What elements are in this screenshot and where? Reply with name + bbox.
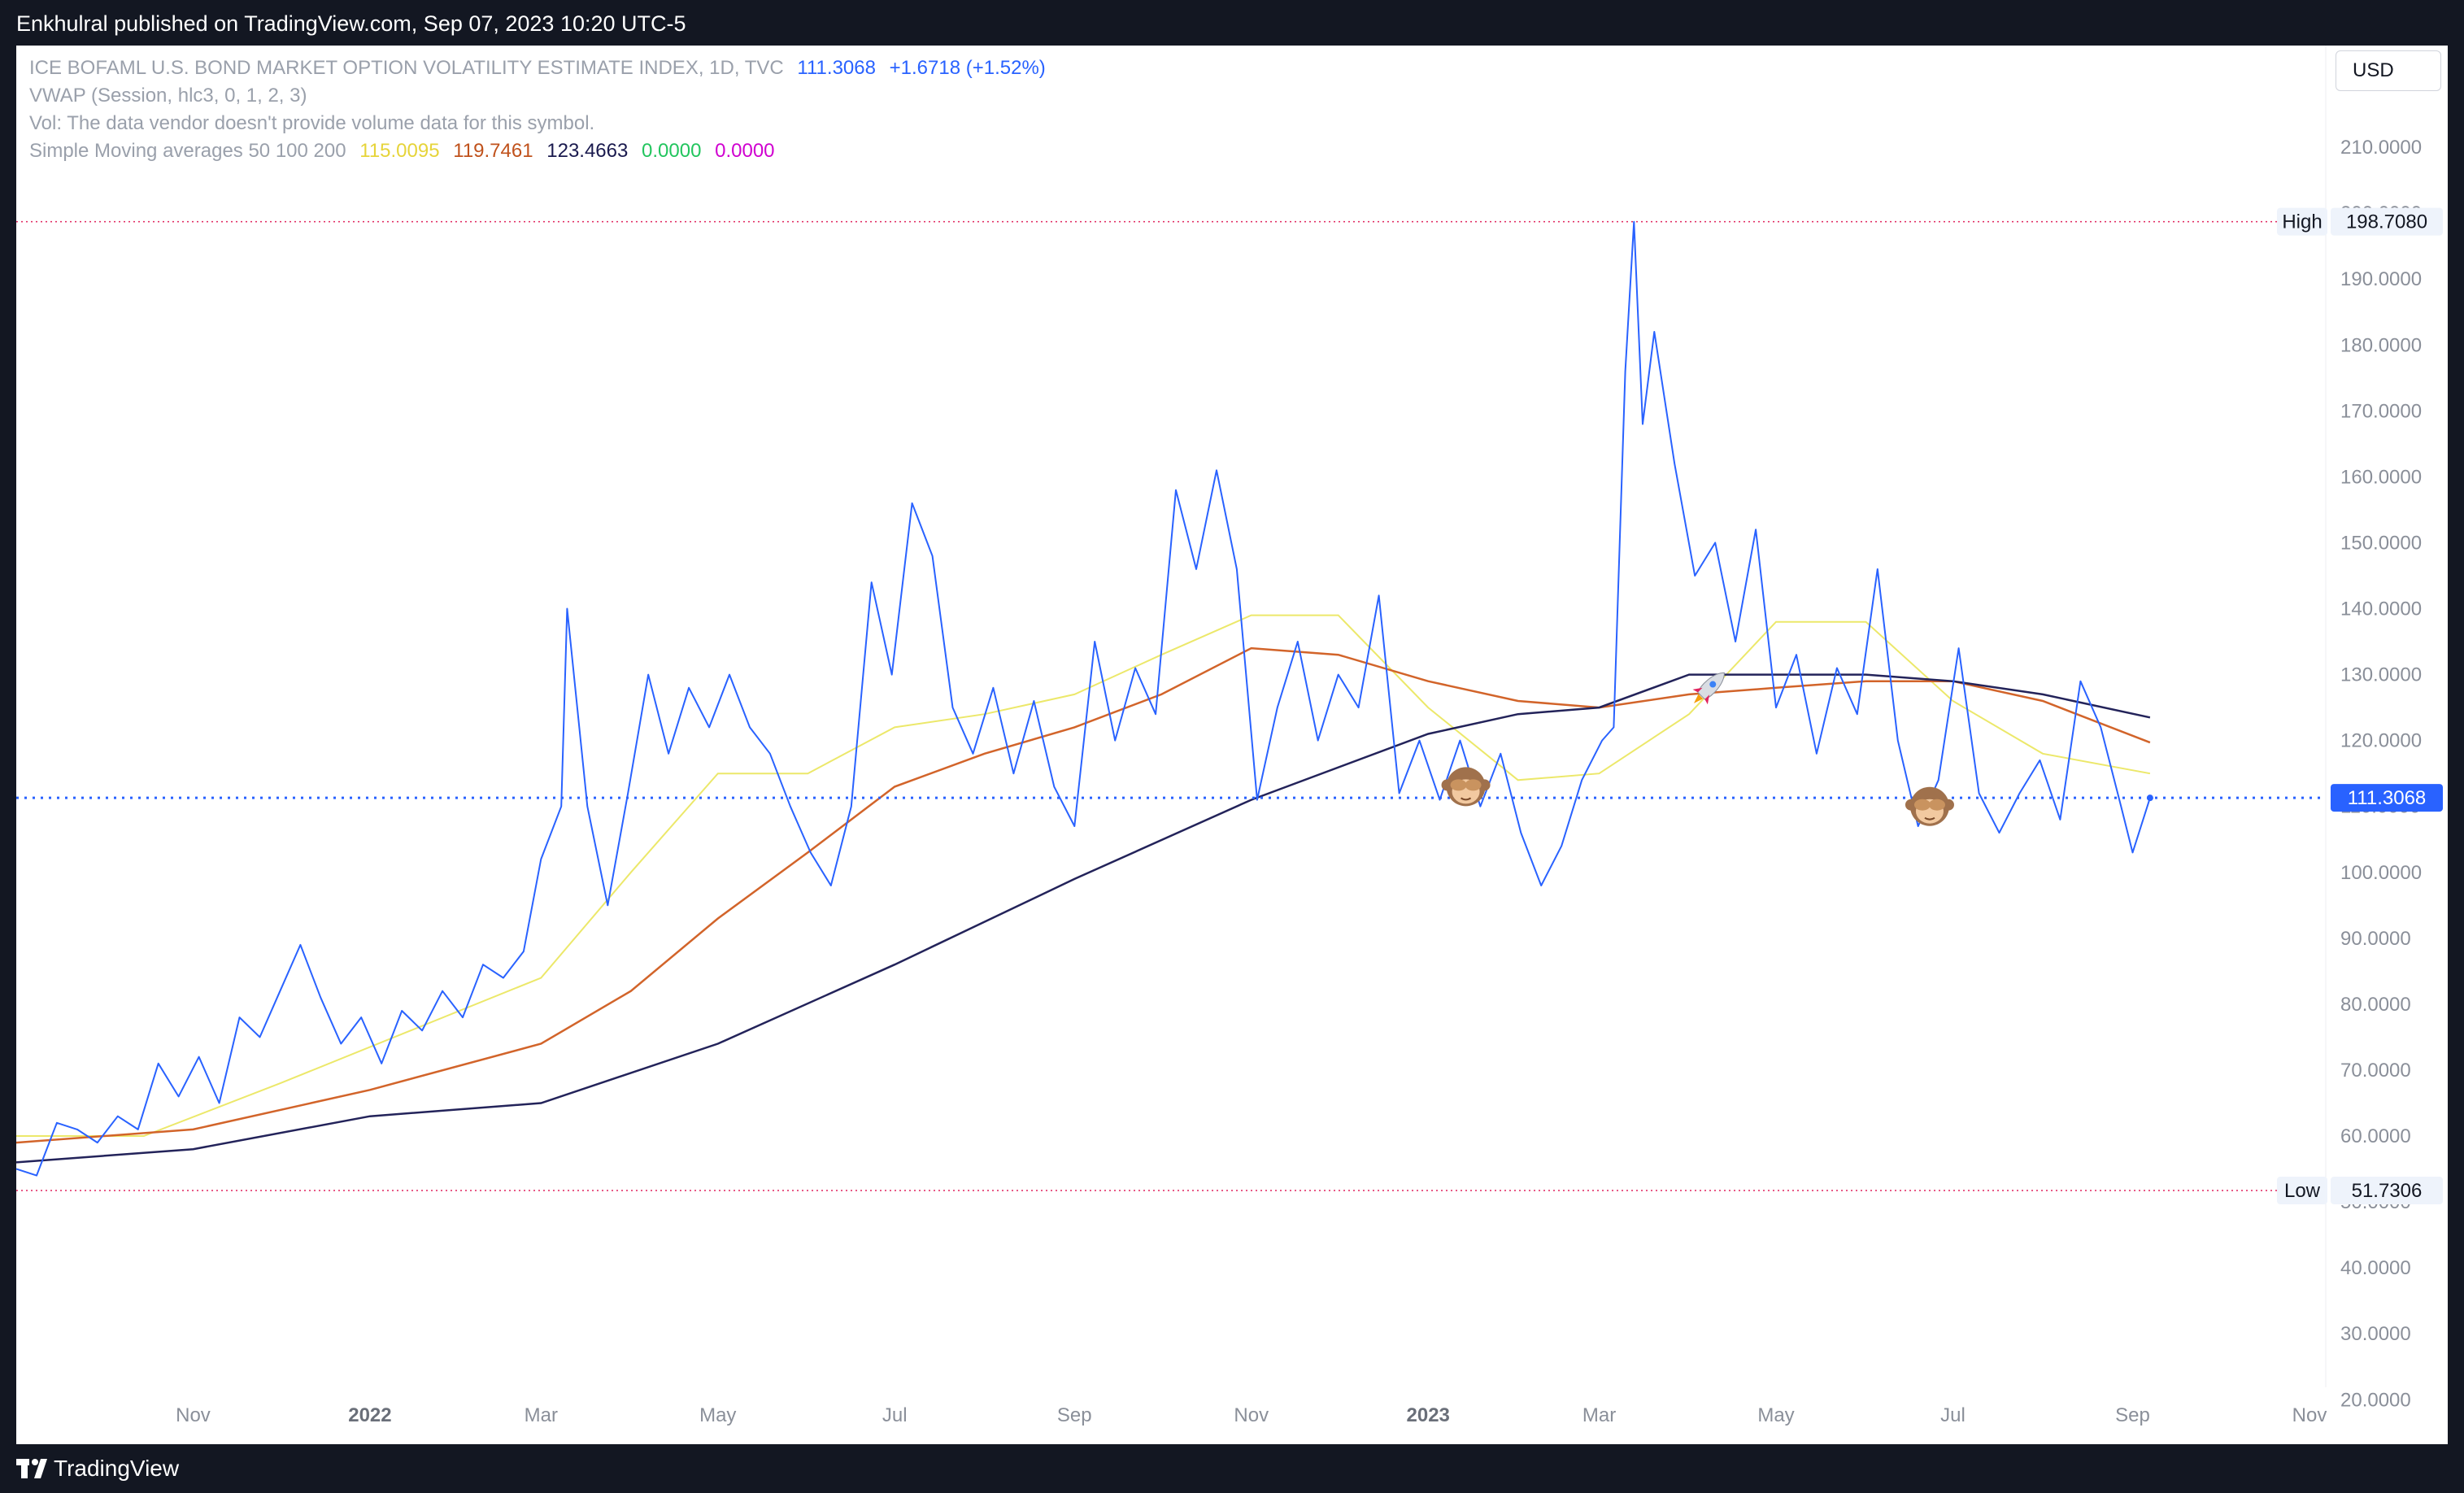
y-tick-label: 30.0000	[2340, 1323, 2411, 1345]
publisher-line: Enkhulral published on TradingView.com, …	[16, 11, 686, 36]
sma4-value: 0.0000	[642, 140, 702, 162]
rocket-icon	[1692, 672, 1725, 705]
monkey-hand-left	[1913, 799, 1931, 811]
y-tick-label: 140.0000	[2340, 599, 2422, 620]
rocket-body	[1692, 672, 1725, 705]
tradingview-logo-icon[interactable]	[16, 1454, 49, 1483]
tradingview-brand: TradingView	[54, 1456, 180, 1481]
sma100-line	[16, 646, 2151, 1144]
see-no-evil-monkey-icon	[1905, 786, 1954, 826]
rocket-fins	[1692, 687, 1710, 705]
rocket-flame	[1693, 694, 1704, 703]
y-tick-label: 210.0000	[2340, 137, 2422, 159]
monkey-hand-left	[1450, 779, 1467, 791]
x-tick-label: Mar	[525, 1404, 558, 1426]
x-tick-label: 2022	[348, 1404, 391, 1426]
monkey-ear-left	[1441, 779, 1453, 791]
y-tick-label: 100.0000	[2340, 862, 2422, 884]
last-price-dot	[2146, 794, 2153, 802]
x-tick-label: Jul	[882, 1404, 908, 1426]
low-tag-label-bg	[2277, 1177, 2327, 1205]
y-tick-label: 160.0000	[2340, 466, 2422, 488]
sma200-value: 123.4663	[546, 140, 629, 162]
x-tick-label: Mar	[1582, 1404, 1616, 1426]
sma100-value: 119.7461	[453, 140, 533, 162]
x-tick-label: Sep	[1057, 1404, 1092, 1426]
chart-area[interactable]: 20.000030.000040.000050.000060.000070.00…	[16, 46, 2448, 1444]
high-tag-value-bg	[2331, 207, 2443, 236]
monkey-hand-right	[1465, 779, 1482, 791]
price-chart[interactable]: 20.000030.000040.000050.000060.000070.00…	[16, 46, 2448, 1444]
top-bar: Enkhulral published on TradingView.com, …	[0, 0, 2464, 46]
y-tick-label: 170.0000	[2340, 400, 2422, 422]
y-tick-label: 40.0000	[2340, 1257, 2411, 1279]
low-tag: Low 51.7306	[2277, 1177, 2443, 1205]
last-price: 111.3068	[797, 57, 876, 79]
y-tick-label: 70.0000	[2340, 1060, 2411, 1082]
monkey-hand-right	[1928, 799, 1945, 811]
last-price-tag-value: 111.3068	[2348, 787, 2427, 809]
low-tag-value: 51.7306	[2352, 1180, 2423, 1202]
monkey-ear-left	[1905, 799, 1917, 811]
low-tag-value-bg	[2331, 1177, 2443, 1205]
monkey-ear-right	[1942, 799, 1954, 811]
monkey-mouth	[1460, 797, 1472, 801]
price-line	[16, 220, 2151, 1177]
x-tick-label: May	[699, 1404, 736, 1426]
high-tag-label-bg	[2277, 207, 2327, 236]
y-tick-label: 130.0000	[2340, 664, 2422, 686]
x-tick-label: Nov	[2292, 1404, 2327, 1426]
y-tick-label: 150.0000	[2340, 532, 2422, 554]
high-tag: High 198.7080	[2277, 207, 2443, 236]
y-tick-label: 20.0000	[2340, 1389, 2411, 1411]
sma5-value: 0.0000	[715, 140, 775, 162]
y-tick-label: 80.0000	[2340, 994, 2411, 1016]
y-tick-label: 180.0000	[2340, 334, 2422, 356]
last-price-tag: 111.3068	[2331, 784, 2443, 812]
low-tag-label: Low	[2284, 1180, 2321, 1202]
sma-legend[interactable]: Simple Moving averages 50 100 200 115.00…	[29, 140, 783, 163]
x-tick-label: Jul	[1940, 1404, 1966, 1426]
x-tick-label: May	[1757, 1404, 1794, 1426]
symbol-legend[interactable]: ICE BOFAML U.S. BOND MARKET OPTION VOLAT…	[29, 57, 1054, 80]
y-tick-label: 190.0000	[2340, 268, 2422, 290]
price-change: +1.6718 (+1.52%)	[889, 57, 1046, 79]
volume-legend[interactable]: Vol: The data vendor doesn't provide vol…	[29, 112, 595, 134]
currency-button[interactable]: USD	[2336, 50, 2441, 91]
x-tick-label: Nov	[1234, 1404, 1269, 1426]
last-price-tag-value-bg	[2331, 784, 2443, 812]
high-tag-value: 198.7080	[2346, 211, 2427, 233]
x-tick-label: 2023	[1407, 1404, 1450, 1426]
sma200-line	[16, 673, 2151, 1164]
monkey-ear-right	[1478, 779, 1491, 791]
rocket-window	[1709, 681, 1717, 688]
see-no-evil-monkey-icon	[1441, 767, 1491, 807]
sma-label: Simple Moving averages 50 100 200	[29, 140, 346, 162]
bottom-bar: TradingView	[0, 1444, 2464, 1493]
symbol-name: ICE BOFAML U.S. BOND MARKET OPTION VOLAT…	[29, 57, 784, 79]
x-tick-label: Sep	[2115, 1404, 2150, 1426]
y-tick-label: 120.0000	[2340, 730, 2422, 752]
y-tick-label: 60.0000	[2340, 1125, 2411, 1147]
y-tick-label: 90.0000	[2340, 928, 2411, 950]
vwap-legend[interactable]: VWAP (Session, hlc3, 0, 1, 2, 3)	[29, 85, 307, 107]
high-tag-label: High	[2282, 211, 2322, 233]
monkey-mouth	[1924, 816, 1935, 820]
sma50-value: 115.0095	[359, 140, 440, 162]
x-tick-label: Nov	[176, 1404, 211, 1426]
